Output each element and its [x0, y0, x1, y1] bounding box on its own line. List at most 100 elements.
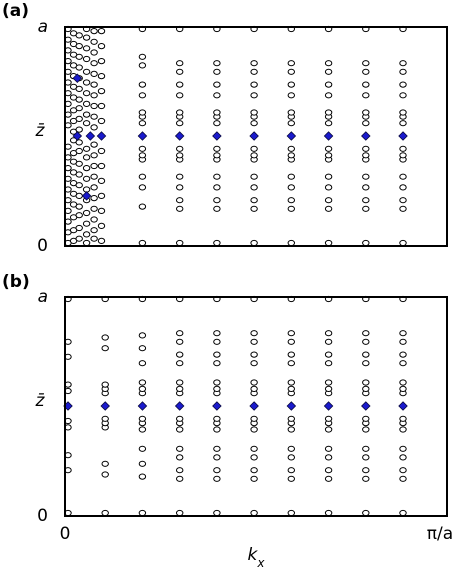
open-point — [75, 203, 83, 210]
open-point — [287, 415, 295, 422]
panel-b: (b) a 0 z̄ 0 π/a kx — [2, 272, 453, 567]
diamond-point — [323, 401, 334, 411]
open-point — [213, 109, 221, 116]
open-point — [213, 445, 221, 452]
open-point — [250, 330, 258, 337]
open-point — [250, 445, 258, 452]
open-point — [287, 351, 295, 358]
open-point — [399, 173, 407, 180]
open-point — [176, 92, 184, 99]
diamond-point — [398, 131, 408, 141]
open-point — [213, 184, 221, 191]
open-point — [362, 184, 370, 191]
open-point — [75, 212, 83, 219]
open-point — [399, 351, 407, 358]
open-point — [287, 145, 295, 152]
panel-a-plot-area — [64, 25, 408, 247]
open-point — [399, 385, 407, 392]
open-point — [250, 68, 258, 75]
open-point — [399, 120, 407, 127]
open-point — [90, 205, 98, 212]
open-point — [213, 173, 221, 180]
open-point — [362, 426, 370, 433]
open-point — [82, 220, 91, 227]
open-point — [250, 426, 258, 433]
open-point — [176, 454, 184, 461]
open-point — [176, 184, 184, 191]
open-point — [250, 81, 258, 88]
open-point — [324, 351, 333, 358]
open-point — [324, 152, 333, 159]
open-point — [176, 145, 184, 152]
open-point — [75, 192, 83, 199]
open-point — [176, 426, 184, 433]
open-point — [362, 385, 370, 392]
open-point — [97, 88, 106, 95]
open-point — [324, 426, 333, 433]
open-point — [362, 454, 370, 461]
open-point — [324, 338, 333, 345]
open-point — [287, 239, 295, 247]
open-point — [176, 467, 184, 474]
open-point — [75, 126, 83, 133]
open-point — [213, 385, 221, 392]
open-point — [250, 415, 258, 422]
open-point — [138, 332, 147, 339]
open-point — [250, 205, 258, 212]
open-point — [362, 109, 370, 116]
open-point — [362, 509, 370, 517]
panel-b-ylabel: z̄ — [35, 391, 46, 411]
open-point — [250, 351, 258, 358]
open-point — [287, 120, 295, 127]
open-point — [138, 509, 147, 517]
open-point — [82, 239, 91, 247]
open-point — [138, 81, 147, 88]
open-point — [97, 162, 106, 170]
open-point — [213, 360, 221, 367]
open-point — [82, 111, 91, 118]
open-point — [287, 60, 295, 67]
panel-a-ytick-top: a — [38, 17, 48, 37]
open-point — [97, 237, 106, 244]
open-point — [287, 467, 295, 474]
open-point — [176, 173, 184, 180]
open-point — [362, 120, 370, 127]
open-point — [324, 197, 333, 204]
open-point — [250, 109, 258, 116]
open-point — [82, 154, 91, 161]
diamond-point — [212, 401, 222, 411]
open-point — [97, 192, 106, 199]
open-point — [362, 379, 370, 386]
open-point — [97, 117, 106, 125]
open-point — [250, 239, 258, 247]
open-point — [324, 509, 333, 517]
open-point — [75, 160, 83, 167]
open-point — [213, 351, 221, 358]
open-point — [75, 96, 83, 103]
open-point — [101, 415, 109, 422]
open-point — [362, 239, 370, 247]
open-point — [324, 205, 333, 212]
open-point — [362, 467, 370, 474]
diamond-point — [286, 401, 297, 411]
open-point — [399, 184, 407, 191]
open-point — [75, 115, 83, 123]
open-point — [250, 385, 258, 392]
open-point — [250, 197, 258, 204]
open-point — [362, 475, 370, 482]
open-point — [250, 120, 258, 127]
open-point — [138, 53, 147, 60]
open-point — [287, 330, 295, 337]
open-point — [82, 55, 91, 63]
panel-a-label: (a) — [2, 1, 29, 21]
panel-b-xlabel-subscript: x — [256, 556, 265, 567]
open-point — [399, 379, 407, 386]
open-point — [75, 182, 83, 189]
diamond-point — [85, 131, 96, 141]
open-point — [90, 49, 98, 56]
open-point — [399, 426, 407, 433]
open-point — [250, 152, 258, 159]
open-point — [213, 81, 221, 88]
open-point — [399, 338, 407, 345]
open-point — [287, 184, 295, 191]
